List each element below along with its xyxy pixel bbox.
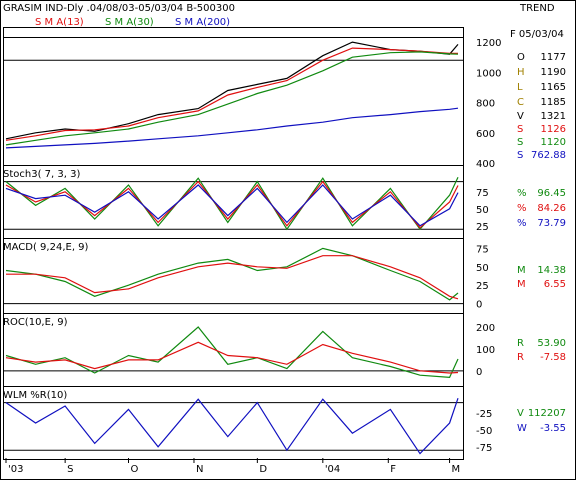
stoch-k-value: 96.45 xyxy=(537,188,566,199)
roc-line-value: 53.90 xyxy=(537,338,566,349)
stoch-ytick-2: 25 xyxy=(476,222,489,233)
roc-title: ROC(10,E, 9) xyxy=(3,317,68,328)
date-label-2: O xyxy=(131,464,139,475)
roc-ytick-2: 0 xyxy=(476,367,482,378)
roc-series-roc xyxy=(5,326,459,379)
price-ytick-2: 800 xyxy=(476,99,495,110)
roc-ytick-0: 200 xyxy=(476,323,495,334)
wlm-r-value: -3.55 xyxy=(540,423,566,434)
series-layer xyxy=(5,41,459,455)
macd-line-key: M xyxy=(517,265,526,276)
readout-open-key: O xyxy=(517,52,525,63)
price-series-s-m-a-13- xyxy=(5,47,458,141)
macd-signal-key: M xyxy=(517,279,526,290)
wlm-ytick-0: -25 xyxy=(476,409,492,420)
readout-high-key: H xyxy=(517,67,525,78)
price-ytick-3: 600 xyxy=(476,129,495,140)
date-label-7: M xyxy=(452,464,461,475)
wlm-title: WLM %R(10) xyxy=(3,390,67,401)
macd-series-signal xyxy=(6,255,459,300)
stoch-ytick-1: 50 xyxy=(476,205,489,216)
macd-ytick-0: 75 xyxy=(476,244,489,255)
price-series-s-m-a-200- xyxy=(5,107,459,149)
price-ytick-1: 1000 xyxy=(476,68,501,79)
gridlines xyxy=(4,37,463,451)
macd-title: MACD( 9,24,E, 9) xyxy=(3,242,89,253)
readout-high-value: 1190 xyxy=(541,67,566,78)
roc-signal-key: R xyxy=(517,352,524,363)
roc-series-signal xyxy=(5,341,459,374)
date-axis: '03 S O N D '04 F M xyxy=(5,458,461,475)
readout-volume-value: 1321 xyxy=(541,111,566,122)
readout-close-value: 1185 xyxy=(541,97,566,108)
macd-signal-value: 6.55 xyxy=(544,279,566,290)
legend-sma30: S M A(30) xyxy=(105,17,154,28)
price-readout: O 1177 H 1190 L 1165 C 1185 V 1321 S 112… xyxy=(517,52,566,161)
wlm-ytick-2: -75 xyxy=(476,443,492,454)
wlm-r-key: W xyxy=(517,423,527,434)
readout-close-key: C xyxy=(517,97,524,108)
readout-low-key: L xyxy=(517,82,523,93)
wlm-volume-value: 112207 xyxy=(528,408,566,419)
roc-signal-value: -7.58 xyxy=(540,352,566,363)
stoch-k-key: % xyxy=(517,188,527,199)
stoch-readout: % 96.45 % 84.26 % 73.79 xyxy=(517,188,566,229)
stoch-series--sd xyxy=(5,184,459,227)
readout-sma30-value: 1120 xyxy=(541,137,566,148)
readout-sma13-key: S xyxy=(517,124,523,135)
date-label-3: N xyxy=(196,464,203,475)
roc-ytick-1: 100 xyxy=(476,345,495,356)
price-ytick-4: 400 xyxy=(476,159,495,170)
readout-open-value: 1177 xyxy=(541,52,566,63)
date-label-4: D xyxy=(259,464,267,475)
wlm-volume-key: V xyxy=(517,408,524,419)
legend-sma200: S M A(200) xyxy=(175,17,230,28)
wlm-series--r xyxy=(5,398,459,455)
trend-label: TREND xyxy=(519,3,555,14)
price-ytick-0: 1200 xyxy=(476,38,501,49)
readout-sma200-value: 762.88 xyxy=(531,150,566,161)
readout-sma200-key: S xyxy=(517,150,523,161)
macd-readout: M 14.38 M 6.55 xyxy=(517,265,566,290)
y-tick-labels: 1200100080060040075502575502502001000-25… xyxy=(476,38,501,454)
stoch-ytick-0: 75 xyxy=(476,188,489,199)
date-label-6: F xyxy=(390,464,396,475)
macd-ytick-2: 25 xyxy=(476,281,489,292)
macd-line-value: 14.38 xyxy=(537,265,566,276)
stoch-sd-value: 73.79 xyxy=(537,218,566,229)
date-label-0: '03 xyxy=(8,464,23,475)
date-label-1: S xyxy=(67,464,73,475)
stoch-d-key: % xyxy=(517,203,527,214)
date-label-5: '04 xyxy=(325,464,340,475)
wlm-ytick-1: -50 xyxy=(476,426,492,437)
readout-low-value: 1165 xyxy=(541,82,566,93)
price-series-s-m-a-30- xyxy=(5,51,459,146)
stoch-title: Stoch3( 7, 3, 3) xyxy=(3,169,80,180)
macd-ytick-1: 50 xyxy=(476,263,489,274)
roc-line-key: R xyxy=(517,338,524,349)
roc-readout: R 53.90 R -7.58 xyxy=(517,338,566,363)
stoch-sd-key: % xyxy=(517,218,527,229)
readout-volume-key: V xyxy=(517,111,524,122)
readout-sma13-value: 1126 xyxy=(541,124,566,135)
wlm-readout: V 112207 W -3.55 xyxy=(517,408,566,434)
legend-sma13: S M A(13) xyxy=(35,17,84,28)
readout-sma30-key: S xyxy=(517,137,523,148)
readout-date: F 05/03/04 xyxy=(510,29,564,40)
chart-title: GRASIM IND-Dly .04/08/03-05/03/04 B-5003… xyxy=(3,3,235,14)
stoch-d-value: 84.26 xyxy=(537,203,566,214)
macd-ytick-3: 0 xyxy=(476,300,482,311)
